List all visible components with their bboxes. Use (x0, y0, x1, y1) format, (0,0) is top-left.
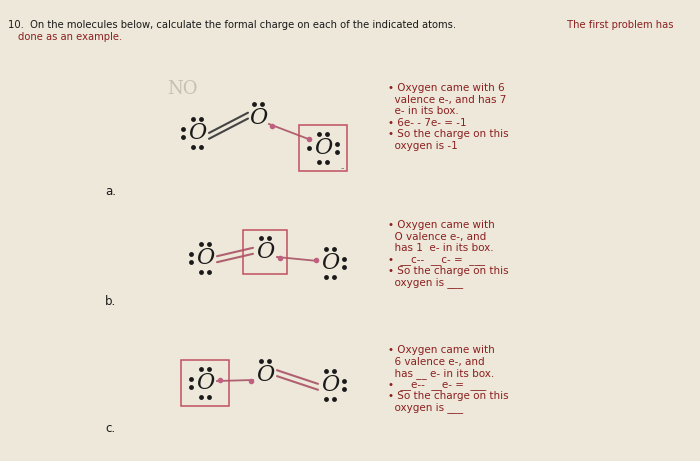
Text: O valence e-, and: O valence e-, and (388, 231, 486, 242)
Text: a.: a. (105, 185, 116, 198)
Text: oxygen is ___: oxygen is ___ (388, 278, 463, 289)
Text: O: O (188, 122, 206, 144)
Text: done as an example.: done as an example. (18, 32, 122, 42)
Text: O: O (249, 107, 267, 129)
Text: • 6e- - 7e- = -1: • 6e- - 7e- = -1 (388, 118, 467, 128)
Text: oxygen is ___: oxygen is ___ (388, 402, 463, 414)
Text: O: O (196, 247, 214, 269)
Text: -: - (340, 163, 344, 173)
Text: O: O (256, 241, 274, 263)
Text: 10.  On the molecules below, calculate the formal charge on each of the indicate: 10. On the molecules below, calculate th… (8, 20, 456, 30)
Text: O: O (314, 137, 332, 159)
Text: • Oxygen came with 6: • Oxygen came with 6 (388, 83, 505, 93)
Text: O: O (321, 252, 339, 274)
Text: The first problem has: The first problem has (564, 20, 673, 30)
Bar (299, 125, 347, 171)
Text: •  __e--  __e- =  ___: • __e-- __e- = ___ (388, 379, 486, 390)
Text: 6 valence e-, and: 6 valence e-, and (388, 356, 484, 366)
Text: •  __c--  __c- =  ___: • __c-- __c- = ___ (388, 254, 485, 265)
Text: has 1  e- in its box.: has 1 e- in its box. (388, 243, 493, 253)
Text: • Oxygen came with: • Oxygen came with (388, 220, 495, 230)
Text: c.: c. (105, 422, 115, 435)
Text: has __ e- in its box.: has __ e- in its box. (388, 368, 494, 379)
Text: O: O (321, 374, 339, 396)
Text: b.: b. (105, 295, 116, 308)
Text: O: O (256, 364, 274, 386)
Text: • So the charge on this: • So the charge on this (388, 266, 509, 276)
Text: valence e-, and has 7: valence e-, and has 7 (388, 95, 506, 105)
Text: • Oxygen came with: • Oxygen came with (388, 345, 495, 355)
Text: • So the charge on this: • So the charge on this (388, 129, 509, 139)
Text: O: O (196, 372, 214, 394)
Text: NO: NO (167, 80, 197, 98)
Text: e- in its box.: e- in its box. (388, 106, 458, 116)
Bar (243, 230, 287, 274)
Bar (181, 360, 229, 406)
Text: • So the charge on this: • So the charge on this (388, 391, 509, 401)
Text: oxygen is -1: oxygen is -1 (388, 141, 458, 150)
